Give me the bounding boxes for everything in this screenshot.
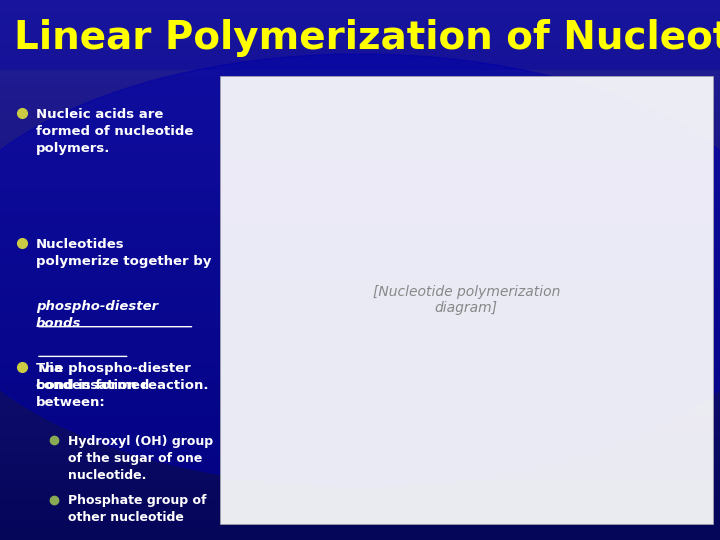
FancyBboxPatch shape <box>220 76 713 524</box>
Text: Linear Polymerization of Nucleotides: Linear Polymerization of Nucleotides <box>14 19 720 57</box>
Text: Nucleic acids are
formed of nucleotide
polymers.: Nucleic acids are formed of nucleotide p… <box>36 108 194 155</box>
Text: phospho-diester
bonds: phospho-diester bonds <box>36 300 158 330</box>
Text: Nucleotides
polymerize together by: Nucleotides polymerize together by <box>36 238 212 268</box>
Text: via
condensation reaction.: via condensation reaction. <box>36 362 209 392</box>
Ellipse shape <box>0 54 720 486</box>
Text: [Nucleotide polymerization
diagram]: [Nucleotide polymerization diagram] <box>372 285 560 315</box>
Text: The phospho-diester
bond is formed
between:: The phospho-diester bond is formed betwe… <box>36 362 191 409</box>
Text: Phosphate group of
other nucleotide: Phosphate group of other nucleotide <box>68 494 207 524</box>
Text: Hydroxyl (OH) group
of the sugar of one
nucleotide.: Hydroxyl (OH) group of the sugar of one … <box>68 435 214 482</box>
FancyBboxPatch shape <box>0 0 720 70</box>
